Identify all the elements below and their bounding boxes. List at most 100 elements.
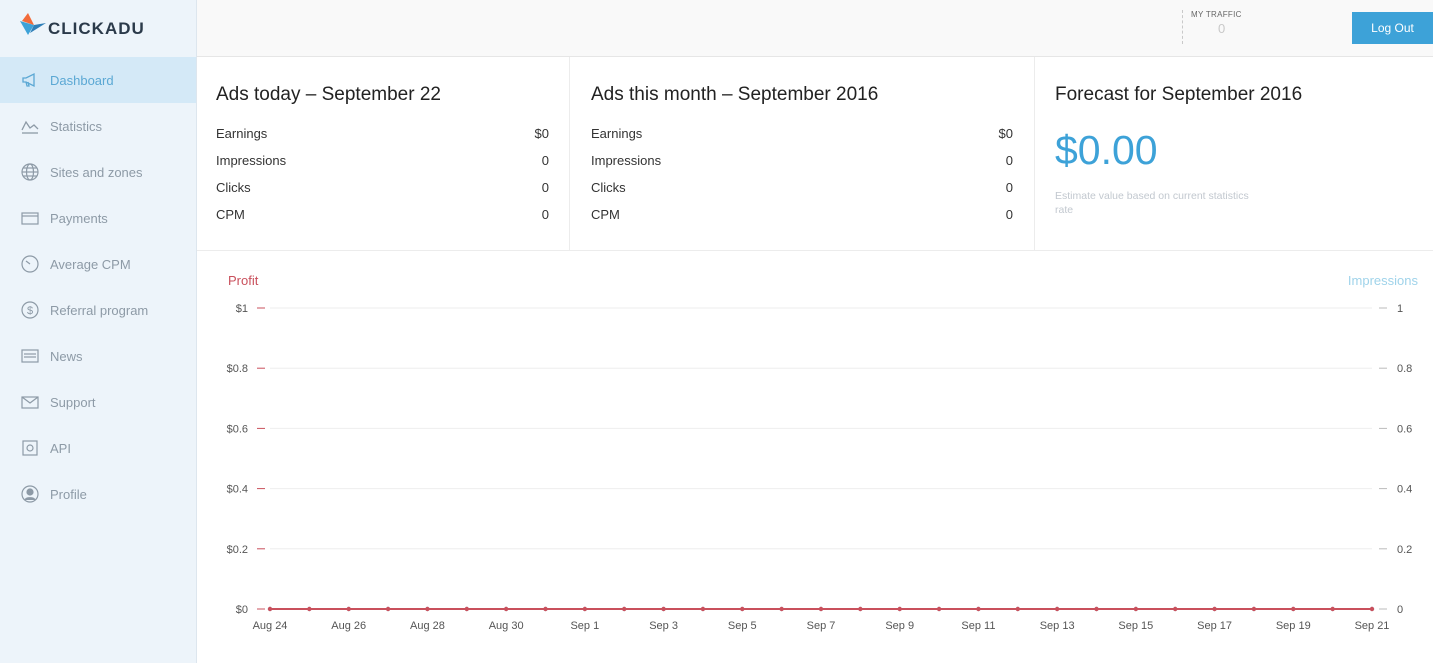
data-point-profit (1133, 606, 1139, 612)
left-tick-label: $1 (236, 303, 248, 315)
x-tick-label: Sep 5 (728, 620, 757, 632)
stat-value: 0 (1005, 180, 1013, 195)
data-point-profit (1054, 606, 1060, 612)
stat-row-earnings: Earnings $0 (591, 120, 1013, 147)
data-point-profit (307, 606, 312, 612)
user-icon (19, 483, 41, 505)
stat-value: $0 (534, 126, 549, 141)
data-point-profit (1015, 606, 1020, 612)
data-point-profit (1212, 606, 1217, 612)
traffic-label: MY TRAFFIC (1191, 10, 1242, 19)
x-tick-label: Aug 30 (489, 620, 524, 632)
stat-value: 0 (1005, 207, 1013, 222)
right-axis-title: Impressions (1348, 273, 1419, 288)
x-tick-label: Sep 11 (961, 620, 995, 632)
panel-title: Ads this month – September 2016 (591, 84, 879, 105)
data-point-profit (464, 606, 469, 612)
data-point-profit (818, 606, 824, 612)
sidebar-item-profile[interactable]: Profile (0, 471, 196, 517)
sidebar-item-label: Support (50, 394, 96, 410)
data-point-profit (1369, 606, 1375, 612)
gauge-icon (19, 253, 41, 275)
card-icon (19, 207, 41, 229)
x-tick-label: Sep 1 (570, 620, 599, 632)
sidebar-item-average-cpm[interactable]: Average CPM (0, 241, 196, 287)
sidebar-item-label: Average CPM (50, 256, 131, 272)
logout-button[interactable]: Log Out (1352, 12, 1433, 44)
data-point-profit (858, 606, 863, 612)
x-tick-label: Sep 9 (885, 620, 914, 632)
data-point-profit (267, 606, 273, 612)
stat-row-cpm: CPM 0 (216, 201, 549, 228)
stat-label: Clicks (216, 180, 251, 195)
panel-title: Forecast for September 2016 (1055, 84, 1303, 105)
traffic-value: 0 (1218, 21, 1226, 36)
sidebar-item-sites-and-zones[interactable]: Sites and zones (0, 149, 196, 195)
megaphone-icon (19, 69, 41, 91)
panel-forecast: Forecast for September 2016 $0.00 Estima… (1035, 57, 1433, 251)
right-tick-label: 0.4 (1397, 484, 1412, 496)
data-point-profit (1291, 606, 1296, 612)
data-point-profit (622, 606, 627, 612)
right-tick-label: 0 (1397, 604, 1403, 616)
stats-rows: Earnings $0 Impressions 0 Clicks 0 CPM 0 (591, 120, 1013, 228)
data-point-profit (779, 606, 784, 612)
stat-row-clicks: Clicks 0 (591, 174, 1013, 201)
sidebar-item-label: Dashboard (50, 72, 114, 88)
left-tick-label: $0.6 (227, 423, 248, 435)
x-tick-label: Sep 3 (649, 620, 678, 632)
sidebar-nav: Dashboard Statistics Sites and zones Paymen… (0, 57, 196, 517)
data-point-profit (425, 606, 430, 612)
x-tick-label: Aug 28 (410, 620, 445, 632)
panel-ads-today: Ads today – September 22 Earnings $0 Impre… (197, 57, 570, 251)
data-point-profit (385, 606, 391, 612)
clickadu-logo[interactable]: CLICKADU (18, 6, 145, 46)
sidebar-item-dashboard[interactable]: Dashboard (0, 57, 196, 103)
data-point-profit (976, 606, 981, 612)
sidebar-item-label: API (50, 440, 71, 456)
sidebar-item-news[interactable]: News (0, 333, 196, 379)
data-point-profit (1251, 606, 1257, 612)
forecast-value: $0.00 (1055, 127, 1158, 173)
svg-text:$: $ (27, 305, 33, 317)
sidebar-item-referral-program[interactable]: $ Referral program (0, 287, 196, 333)
stat-label: Earnings (216, 126, 268, 141)
data-point-profit (700, 606, 706, 612)
stat-label: Impressions (591, 153, 662, 168)
globe-icon (19, 161, 41, 183)
stat-label: Earnings (591, 126, 643, 141)
stats-panels: Ads today – September 22 Earnings $0 Impre… (197, 57, 1433, 251)
stat-row-impressions: Impressions 0 (591, 147, 1013, 174)
api-icon (19, 437, 41, 459)
left-tick-label: $0.8 (227, 363, 248, 375)
stat-label: Clicks (591, 180, 626, 195)
sidebar-item-label: Referral program (50, 302, 149, 318)
stat-value: 0 (541, 207, 549, 222)
left-tick-label: $0.2 (227, 544, 248, 556)
data-point-profit (1173, 606, 1178, 612)
left-tick-label: $0 (236, 604, 248, 616)
data-point-profit (543, 606, 548, 612)
stat-row-cpm: CPM 0 (591, 201, 1013, 228)
data-point-profit (1094, 606, 1099, 612)
left-axis-title: Profit (228, 273, 259, 288)
x-tick-label: Sep 13 (1040, 620, 1075, 632)
sidebar-item-support[interactable]: Support (0, 379, 196, 425)
sidebar-item-api[interactable]: API (0, 425, 196, 471)
sidebar-item-statistics[interactable]: Statistics (0, 103, 196, 149)
dollar-icon: $ (19, 299, 41, 321)
left-tick-label: $0.4 (227, 484, 248, 496)
data-point-profit (582, 606, 588, 612)
my-traffic-widget: MY TRAFFIC 0 (1182, 10, 1242, 44)
stat-row-impressions: Impressions 0 (216, 147, 549, 174)
stat-value: 0 (541, 153, 549, 168)
stat-row-earnings: Earnings $0 (216, 120, 549, 147)
right-tick-label: 1 (1397, 303, 1403, 315)
panel-title: Ads today – September 22 (216, 84, 441, 105)
right-tick-label: 0.6 (1397, 423, 1412, 435)
chart-svg: Profit Impressions $0 $0.2 $0.4 $0.6 $0.8 $1 0 0.… (227, 273, 1419, 632)
sidebar-item-label: News (50, 348, 83, 364)
stats-rows: Earnings $0 Impressions 0 Clicks 0 CPM 0 (216, 120, 549, 228)
sidebar-item-label: Sites and zones (50, 164, 143, 180)
sidebar-item-payments[interactable]: Payments (0, 195, 196, 241)
